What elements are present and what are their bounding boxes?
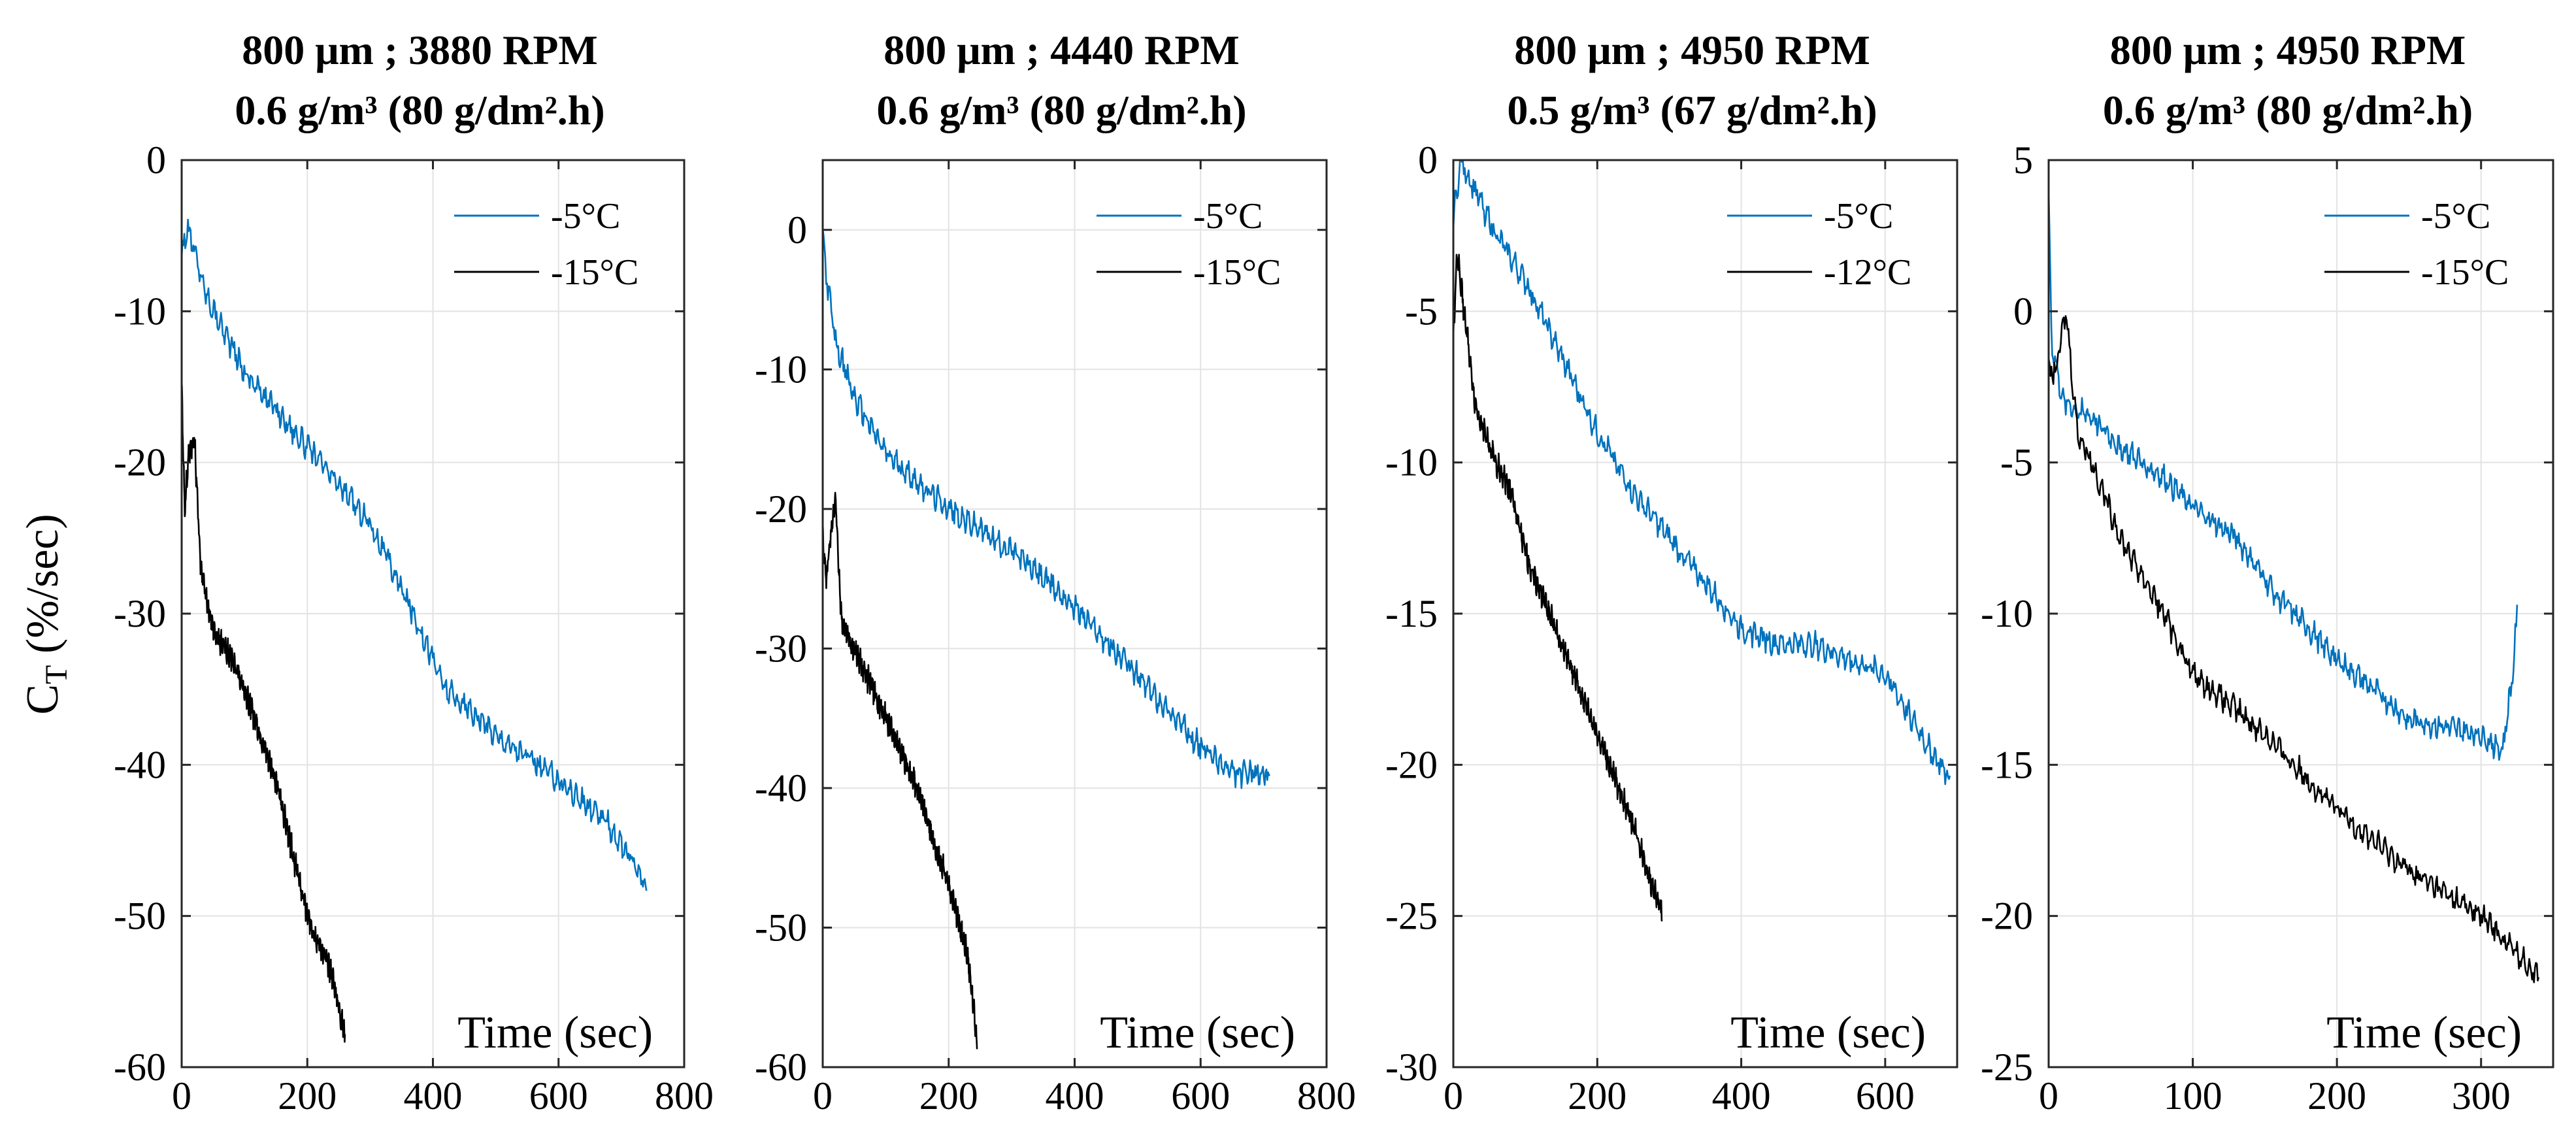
y-tick-label: -15 xyxy=(1981,743,2033,786)
y-tick-label: -30 xyxy=(114,592,166,635)
series-line-1 xyxy=(180,218,648,891)
y-tick-label: -40 xyxy=(755,767,807,810)
y-tick-label: 0 xyxy=(2013,289,2033,333)
x-axis-label: Time (sec) xyxy=(2326,1008,2522,1058)
x-tick-label: 800 xyxy=(655,1074,714,1117)
y-tick-label: -40 xyxy=(114,743,166,786)
x-tick-label: 400 xyxy=(1712,1074,1771,1117)
chart-panel-3: 0 200 400 600 -30 -25 -20 -15 -10 -5 0 800 μm ; 495… xyxy=(1385,27,1958,1117)
legend-label-1: -5°C xyxy=(1824,196,1893,237)
x-tick-label: 600 xyxy=(1171,1074,1230,1117)
series-line-2 xyxy=(821,491,978,1050)
x-axis-label: Time (sec) xyxy=(457,1008,653,1058)
y-tick-label: -5 xyxy=(1405,289,1438,333)
x-tick-label: 200 xyxy=(278,1074,337,1117)
y-tick-label: -10 xyxy=(755,348,807,391)
chart-panel-4: 0 100 200 300 -25 -20 -15 -10 -5 0 5 800 μm ; 4950 … xyxy=(1981,27,2554,1117)
chart-title-line-1: 800 μm ; 4950 RPM xyxy=(1514,27,1870,73)
x-tick-label: 200 xyxy=(919,1074,978,1117)
x-tick-label: 0 xyxy=(172,1074,191,1117)
x-tick-label: 400 xyxy=(1046,1074,1104,1117)
series-line-1 xyxy=(2047,190,2518,761)
y-tick-label: -20 xyxy=(114,441,166,484)
series-line-1 xyxy=(821,229,1271,789)
y-tick-label: -25 xyxy=(1981,1046,2033,1089)
x-tick-label: 600 xyxy=(529,1074,588,1117)
legend-label-1: -5°C xyxy=(551,196,620,237)
y-tick-label: -50 xyxy=(755,906,807,949)
y-axis-label: CT (%/sec) xyxy=(18,514,74,714)
legend-label-2: -12°C xyxy=(1824,252,1911,293)
legend-label-1: -5°C xyxy=(2421,196,2490,237)
y-tick-label: -20 xyxy=(1385,743,1438,786)
chart-panel-1: 0 200 400 600 800 -60 -50 -40 -30 -20 -10 0 800 μm ;… xyxy=(114,27,714,1117)
y-tick-label: -60 xyxy=(114,1046,166,1089)
y-tick-label: 5 xyxy=(2013,139,2033,182)
x-tick-label: 300 xyxy=(2452,1074,2511,1117)
y-tick-label: -20 xyxy=(755,488,807,531)
y-tick-label: 0 xyxy=(146,139,166,182)
x-tick-label: 800 xyxy=(1297,1074,1356,1117)
legend-label-2: -15°C xyxy=(2421,252,2509,293)
y-tick-label: -15 xyxy=(1385,592,1438,635)
legend-label-2: -15°C xyxy=(551,252,638,293)
chart-title-line-2: 0.6 g/m³ (80 g/dm².h) xyxy=(876,87,1246,133)
y-tick-label: 0 xyxy=(787,208,807,252)
y-tick-label: -50 xyxy=(114,895,166,938)
x-tick-label: 0 xyxy=(2039,1074,2058,1117)
chart-title-line-1: 800 μm ; 4950 RPM xyxy=(2110,27,2466,73)
y-tick-label: -10 xyxy=(1385,441,1438,484)
x-tick-label: 0 xyxy=(813,1074,833,1117)
chart-title-line-1: 800 μm ; 3880 RPM xyxy=(242,27,598,73)
legend-label-2: -15°C xyxy=(1193,252,1281,293)
x-tick-label: 400 xyxy=(404,1074,463,1117)
series-line-1 xyxy=(1452,159,1951,785)
y-tick-label: -25 xyxy=(1385,895,1438,938)
x-tick-label: 200 xyxy=(1568,1074,1627,1117)
y-tick-label: -60 xyxy=(755,1046,807,1089)
chart-title-line-2: 0.6 g/m³ (80 g/dm².h) xyxy=(2103,87,2473,133)
y-tick-label: -30 xyxy=(755,627,807,670)
series-line-2 xyxy=(180,380,346,1043)
y-tick-label: -10 xyxy=(114,289,166,333)
y-tick-label: -5 xyxy=(2000,441,2033,484)
legend-label-1: -5°C xyxy=(1193,196,1263,237)
x-axis-label: Time (sec) xyxy=(1730,1008,1926,1058)
series-line-2 xyxy=(2047,315,2540,984)
chart-title-line-2: 0.6 g/m³ (80 g/dm².h) xyxy=(235,87,604,133)
y-tick-label: 0 xyxy=(1418,139,1438,182)
y-tick-label: -20 xyxy=(1981,895,2033,938)
x-tick-label: 0 xyxy=(1444,1074,1463,1117)
x-tick-label: 200 xyxy=(2307,1074,2366,1117)
chart-title-line-2: 0.5 g/m³ (67 g/dm².h) xyxy=(1507,87,1877,133)
chart-title-line-1: 800 μm ; 4440 RPM xyxy=(883,27,1240,73)
series-line-2 xyxy=(1452,254,1663,922)
x-tick-label: 600 xyxy=(1856,1074,1915,1117)
y-tick-label: -10 xyxy=(1981,592,2033,635)
x-axis-label: Time (sec) xyxy=(1100,1008,1295,1058)
y-tick-label: -30 xyxy=(1385,1046,1438,1089)
chart-panel-2: 0 200 400 600 800 -60 -50 -40 -30 -20 -10 0 800 μm ;… xyxy=(755,27,1356,1117)
x-tick-label: 100 xyxy=(2164,1074,2222,1117)
